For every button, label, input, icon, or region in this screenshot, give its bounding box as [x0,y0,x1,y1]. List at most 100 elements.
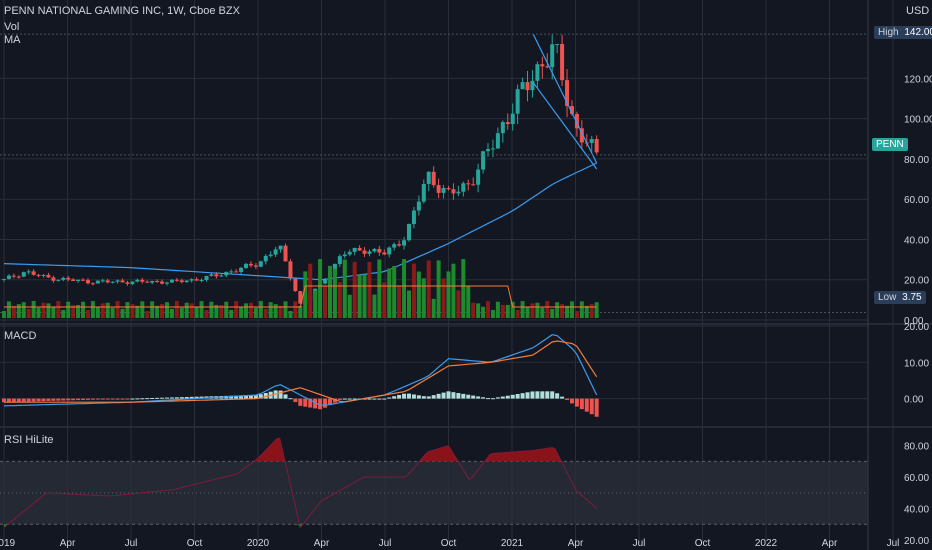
candle-body[interactable] [555,44,560,46]
candle-body[interactable] [298,291,303,304]
candle-body[interactable] [481,151,486,170]
candle-body[interactable] [66,277,71,280]
candle-body[interactable] [85,280,90,284]
candle-body[interactable] [574,113,579,129]
candle-body[interactable] [411,210,416,225]
candle-body[interactable] [16,276,21,278]
candle-body[interactable] [169,279,174,283]
candle-body[interactable] [140,279,145,282]
candle-body[interactable] [155,280,160,282]
candle-body[interactable] [46,274,51,278]
candle-body[interactable] [160,281,165,284]
candle-body[interactable] [406,224,411,241]
candle-body[interactable] [362,250,367,254]
price-pane[interactable] [0,33,868,313]
candle-body[interactable] [560,44,565,81]
candle-body[interactable] [253,265,258,267]
candle-body[interactable] [565,80,570,107]
candle-body[interactable] [90,283,95,285]
candle-body[interactable] [402,240,407,246]
candle-body[interactable] [515,89,520,114]
candle-body[interactable] [214,274,219,277]
candle-body[interactable] [258,261,263,267]
candle-body[interactable] [209,274,214,276]
candle-body[interactable] [579,128,584,143]
candle-body[interactable] [283,245,288,262]
candle-body[interactable] [461,183,466,192]
candle-body[interactable] [184,280,189,283]
candle-body[interactable] [36,274,41,276]
candle-body[interactable] [263,255,268,262]
candle-body[interactable] [446,188,451,190]
candle-body[interactable] [2,278,6,280]
candle-body[interactable] [244,263,249,268]
candle-body[interactable] [239,267,244,272]
candle-body[interactable] [367,251,372,254]
candle-body[interactable] [110,281,115,283]
candle-body[interactable] [204,275,209,280]
candle-body[interactable] [342,254,347,257]
candle-body[interactable] [530,80,535,91]
candle-body[interactable] [145,281,150,283]
candle-body[interactable] [589,139,594,143]
candle-body[interactable] [120,280,125,283]
candle-body[interactable] [273,249,278,255]
candle-body[interactable] [372,248,377,252]
vol-indicator-label[interactable]: Vol [4,21,20,33]
candle-body[interactable] [431,171,436,186]
candle-body[interactable] [520,82,525,90]
candle-body[interactable] [451,189,456,194]
candle-body[interactable] [105,280,110,283]
candle-body[interactable] [11,275,16,277]
candle-body[interactable] [436,185,441,193]
candle-body[interactable] [234,271,239,273]
candle-body[interactable] [219,275,224,277]
candle-body[interactable] [61,277,66,280]
candle-body[interactable] [466,183,471,185]
candle-body[interactable] [81,279,86,281]
candle-body[interactable] [95,280,100,284]
candle-body[interactable] [51,277,56,281]
macd-label[interactable]: MACD [4,330,37,342]
candle-body[interactable] [377,248,382,253]
candle-body[interactable] [352,247,357,252]
candle-body[interactable] [293,278,298,292]
candle-body[interactable] [510,113,515,125]
candle-body[interactable] [288,261,293,279]
candle-body[interactable] [179,280,184,283]
candle-body[interactable] [115,280,120,282]
candle-body[interactable] [347,251,352,255]
candle-body[interactable] [387,247,392,255]
candle-body[interactable] [441,188,446,193]
candle-body[interactable] [278,245,283,250]
candle-body[interactable] [456,191,461,194]
candle-body[interactable] [540,64,545,67]
candle-body[interactable] [505,122,510,125]
candle-body[interactable] [164,282,169,284]
candle-body[interactable] [569,106,574,114]
rsi-pane[interactable] [0,437,868,529]
candle-body[interactable] [189,279,194,281]
candle-body[interactable] [6,275,11,279]
candle-body[interactable] [382,252,387,255]
candle-body[interactable] [357,247,362,251]
candle-body[interactable] [594,139,599,153]
candle-body[interactable] [545,66,550,68]
candle-body[interactable] [392,244,397,248]
candle-body[interactable] [421,183,426,202]
candle-body[interactable] [100,280,105,282]
candle-body[interactable] [426,171,431,184]
rsi-label[interactable]: RSI HiLite [4,434,54,446]
candle-body[interactable] [323,279,328,284]
candle-body[interactable] [476,169,481,185]
macd-pane[interactable] [2,334,599,417]
candle-body[interactable] [550,44,555,68]
candle-body[interactable] [174,279,179,281]
candle-body[interactable] [500,122,505,134]
candle-body[interactable] [199,279,204,281]
candle-body[interactable] [135,279,140,282]
candle-body[interactable] [495,133,500,149]
candle-body[interactable] [248,263,253,266]
candle-body[interactable] [26,271,31,273]
